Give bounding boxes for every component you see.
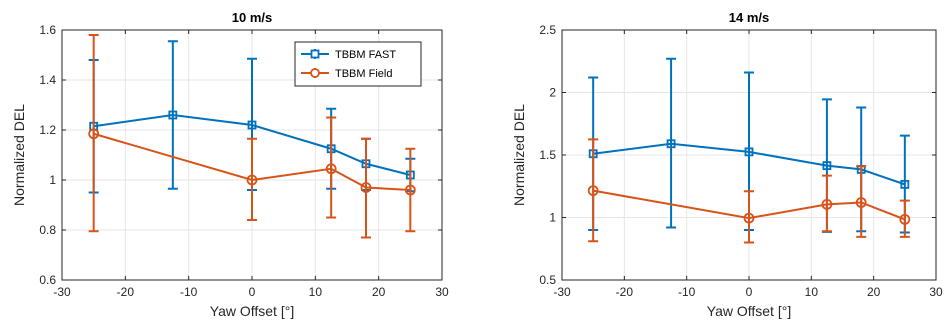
data-point-tbbm-field	[404, 184, 416, 196]
x-tick-label: 0	[249, 285, 256, 299]
y-axis-label: Normalized DEL	[511, 104, 527, 206]
x-tick-label: 20	[372, 285, 386, 299]
x-axis-label: Yaw Offset [°]	[707, 303, 791, 319]
x-tick-label: -20	[616, 285, 634, 299]
series-line-tbbm-fast	[593, 142, 906, 186]
data-point-tbbm-field	[246, 174, 258, 186]
x-tick-label: 10	[805, 285, 819, 299]
y-tick-label: 2.5	[539, 23, 556, 37]
x-tick-label: 20	[867, 285, 881, 299]
y-tick-label: 0.5	[539, 273, 556, 287]
chart-title: 14 m/s	[729, 10, 769, 25]
data-point-tbbm-field	[899, 213, 911, 225]
series-line-tbbm-fast	[93, 113, 411, 176]
x-axis-label: Yaw Offset [°]	[210, 303, 294, 319]
data-point-tbbm-field	[88, 128, 100, 140]
x-tick-label: -10	[180, 285, 198, 299]
data-point-tbbm-field	[855, 197, 867, 208]
y-axis-label: Normalized DEL	[11, 104, 27, 206]
data-point-tbbm-field	[743, 212, 755, 224]
y-tick-label: 0.6	[39, 273, 56, 287]
data-point-tbbm-fast	[168, 110, 178, 120]
data-point-tbbm-fast	[666, 139, 676, 149]
x-tick-label: 30	[435, 285, 449, 299]
x-tick-label: -30	[553, 285, 571, 299]
data-point-tbbm-fast	[822, 161, 832, 171]
legend: TBBM FAST TBBM Field	[294, 41, 422, 87]
chart-panel-10ms: -30 -20 -10 0 10 20 30 0.6 0.8 1 1.2 1.4 1.6 10 m/s Ya…	[11, 10, 449, 319]
y-tick-label: 1	[49, 173, 56, 187]
chart-title: 10 m/s	[232, 10, 272, 25]
y-tick-label: 1.4	[39, 73, 56, 87]
y-tick-label: 0.8	[39, 223, 56, 237]
data-point-tbbm-field	[325, 163, 337, 175]
data-point-tbbm-field	[360, 182, 372, 193]
y-tick-label: 1.6	[39, 23, 56, 37]
x-tick-label: 0	[746, 285, 753, 299]
x-tick-label: -20	[117, 285, 135, 299]
y-tick-label: 1	[549, 211, 556, 225]
y-tick-label: 1.5	[539, 148, 556, 162]
y-tick-label: 1.2	[39, 123, 56, 137]
data-point-tbbm-fast	[247, 120, 257, 130]
data-point-tbbm-fast	[900, 179, 910, 189]
data-point-tbbm-field	[587, 185, 599, 197]
legend-marker-tbbm-fast	[310, 49, 320, 59]
data-point-tbbm-field	[821, 198, 833, 210]
legend-marker-tbbm-field	[310, 68, 320, 78]
x-tick-label: 30	[929, 285, 943, 299]
x-tick-label: -10	[678, 285, 696, 299]
legend-label-tbbm-fast: TBBM FAST	[335, 49, 396, 61]
x-tick-label: -30	[53, 285, 71, 299]
legend-label-tbbm-field: TBBM Field	[335, 68, 392, 80]
chart-panel-14ms: -30 -20 -10 0 10 20 30 0.5 1 1.5 2 2.5 14 m/s Yaw Off…	[511, 10, 943, 319]
y-tick-label: 2	[549, 86, 556, 100]
x-tick-label: 10	[309, 285, 323, 299]
data-point-tbbm-fast	[744, 147, 754, 157]
